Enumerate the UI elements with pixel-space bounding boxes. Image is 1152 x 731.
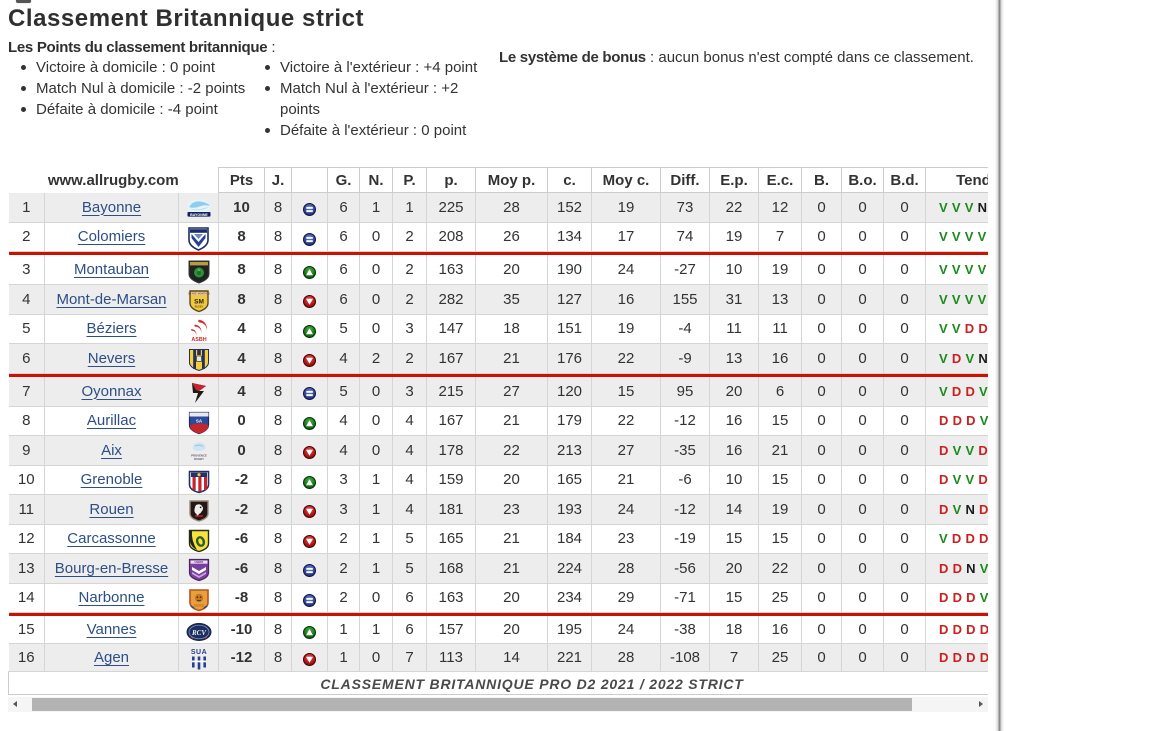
svg-text:SM: SM <box>194 299 204 306</box>
svg-text:STADE MONTOIS: STADE MONTOIS <box>188 292 210 296</box>
svg-text:USBPA: USBPA <box>194 560 203 564</box>
svg-text:BAYONNE: BAYONNE <box>190 213 208 217</box>
svg-text:PROVENCE: PROVENCE <box>191 454 207 458</box>
svg-text:ASBH: ASBH <box>191 337 206 343</box>
svg-text:SUA: SUA <box>190 649 206 656</box>
svg-text:RUGBY: RUGBY <box>193 457 203 461</box>
svg-text:RUGBY: RUGBY <box>194 306 203 309</box>
svg-text:RCV: RCV <box>190 629 206 637</box>
svg-text:SA: SA <box>195 418 202 423</box>
